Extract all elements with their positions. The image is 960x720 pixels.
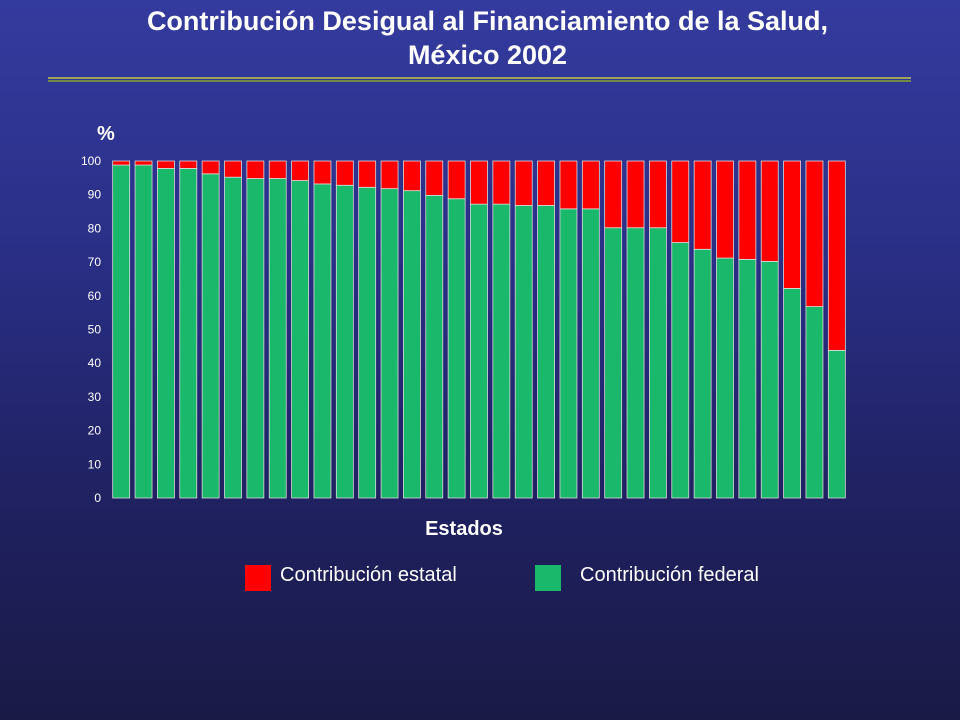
bar-segment-federal <box>201 173 220 499</box>
bar-segment-federal <box>403 190 421 499</box>
bar-segment-federal <box>604 227 623 499</box>
y-tick-label: 80 <box>88 221 102 235</box>
bar-segment-estatal <box>447 160 466 200</box>
bar-segment-federal <box>783 287 801 499</box>
bar-segment-estatal <box>805 160 824 307</box>
bar-segment-estatal <box>246 160 265 179</box>
bar-segment-estatal <box>179 160 198 169</box>
bar-segment-estatal <box>112 160 131 166</box>
bar-segment-federal <box>738 258 757 499</box>
y-tick-label: 20 <box>88 424 102 438</box>
bar-segment-federal <box>179 168 198 499</box>
bar-segment-federal <box>447 198 466 499</box>
bar-segment-estatal <box>201 160 220 175</box>
bar-segment-federal <box>581 208 600 499</box>
bar-segment-estatal <box>268 160 287 179</box>
bar-segment-estatal <box>626 160 645 229</box>
legend-swatch-estatal <box>245 565 271 591</box>
legend-label-federal: Contribución federal <box>580 564 759 586</box>
y-tick-label: 60 <box>88 289 102 303</box>
chart-title: Contribución Desigual al Financiamiento … <box>0 4 960 72</box>
bar-segment-federal <box>157 168 175 499</box>
bar-segment-federal <box>134 164 153 499</box>
bar-segment-estatal <box>380 160 399 190</box>
y-tick-label: 70 <box>88 255 102 269</box>
bar-segment-federal <box>671 242 690 499</box>
y-axis-ticks: 0 10 20 30 40 50 60 70 80 90 100 <box>81 154 101 505</box>
legend: Contribución estatal Contribución federa… <box>0 562 960 592</box>
bar-segment-estatal <box>514 160 533 206</box>
bar-segment-estatal <box>492 160 511 205</box>
bar-segment-estatal <box>693 160 712 250</box>
y-tick-label: 100 <box>81 154 101 168</box>
bar-segment-federal <box>693 248 712 499</box>
title-divider <box>48 77 911 82</box>
y-tick-label: 10 <box>88 457 102 471</box>
bar-segment-estatal <box>783 160 801 289</box>
bar-segment-federal <box>492 203 511 499</box>
bar-segment-federal <box>112 164 131 499</box>
bar-segment-estatal <box>403 160 421 192</box>
chart-title-line-1: Contribución Desigual al Financiamiento … <box>146 6 829 36</box>
bar-segment-federal <box>246 178 265 499</box>
y-tick-label: 40 <box>88 356 102 370</box>
bar-segment-federal <box>760 261 779 499</box>
y-tick-label: 90 <box>88 188 102 202</box>
y-tick-label: 0 <box>94 491 101 505</box>
bar-segment-estatal <box>738 160 757 260</box>
bar-segment-estatal <box>335 160 354 186</box>
y-axis-label: % <box>97 123 115 145</box>
bar-segment-estatal <box>425 160 444 196</box>
bar-segment-federal <box>805 306 824 499</box>
bar-segment-estatal <box>827 160 846 351</box>
bar-segment-federal <box>358 186 377 499</box>
bar-segment-estatal <box>649 160 667 229</box>
bar-segment-estatal <box>559 160 578 210</box>
bar-segment-estatal <box>358 160 377 188</box>
x-axis-label: Estados <box>425 518 503 540</box>
bar-segment-estatal <box>671 160 690 243</box>
bar-segment-federal <box>313 183 332 499</box>
bar-segment-federal <box>716 257 734 499</box>
y-tick-label: 50 <box>88 323 102 337</box>
bar-segment-estatal <box>134 160 153 166</box>
bar-segment-federal <box>425 194 444 499</box>
bar-segment-federal <box>335 184 354 499</box>
bar-segment-estatal <box>716 160 734 259</box>
bar-segment-federal <box>470 203 488 499</box>
bar-segment-federal <box>626 227 645 499</box>
legend-label-estatal: Contribución estatal <box>280 564 457 586</box>
bar-segment-federal <box>224 176 242 499</box>
bar-segment-estatal <box>313 160 332 185</box>
bar-segment-estatal <box>470 160 488 205</box>
bar-segment-federal <box>559 208 578 499</box>
bar-segment-federal <box>537 205 555 499</box>
bar-segment-estatal <box>604 160 623 229</box>
bar-segment-estatal <box>581 160 600 210</box>
chart-title-line-2: México 2002 <box>407 40 568 70</box>
bar-segment-estatal <box>224 160 242 178</box>
bar-segment-federal <box>514 205 533 499</box>
bar-segment-federal <box>268 178 287 499</box>
bar-segment-federal <box>291 180 309 499</box>
bar-segment-estatal <box>157 160 175 169</box>
bar-segment-federal <box>827 349 846 499</box>
legend-swatch-federal <box>535 565 561 591</box>
bar-group <box>112 160 846 499</box>
bar-segment-estatal <box>537 160 555 206</box>
bar-segment-estatal <box>291 160 309 181</box>
bar-segment-federal <box>380 188 399 499</box>
y-tick-label: 30 <box>88 390 102 404</box>
bar-segment-estatal <box>760 160 779 262</box>
bar-segment-federal <box>649 227 667 499</box>
